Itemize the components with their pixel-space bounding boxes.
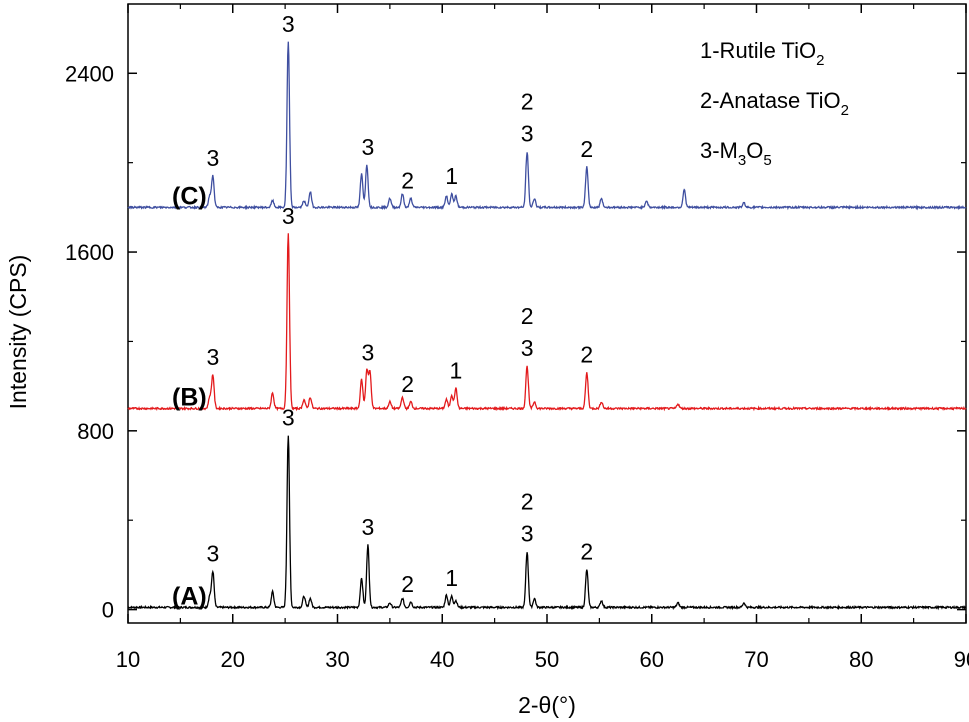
x-tick-label: 60 (640, 647, 664, 672)
peak-label: 3 (206, 344, 219, 370)
x-tick-label: 50 (535, 647, 559, 672)
peak-label: 2 (521, 88, 534, 114)
peak-label: 2 (521, 488, 534, 514)
peak-label: 2 (580, 136, 593, 162)
y-tick-label: 2400 (65, 61, 114, 86)
peak-label: 2 (580, 342, 593, 368)
x-tick-label: 10 (116, 647, 140, 672)
y-tick-label: 1600 (65, 240, 114, 265)
peak-labels-layer: (A) 3 3 3 2 1 2 3 2 (B) 3 3 3 2 1 2 3 2 (C) 3 3 3 2 1 2 3 2 (172, 11, 593, 610)
peak-label: 3 (521, 520, 534, 546)
peak-label: 2 (401, 167, 414, 193)
x-tick-label: 70 (744, 647, 768, 672)
legend-entry: 3-M3O5 (700, 138, 772, 169)
peak-label: 3 (361, 134, 374, 160)
x-axis-title: 2-θ(°) (518, 692, 576, 718)
peak-label: 2 (401, 571, 414, 597)
peak-label: 2 (521, 303, 534, 329)
series-name-label: (C) (172, 182, 207, 210)
y-tick-label: 800 (77, 419, 114, 444)
y-tick-label: 0 (102, 598, 114, 623)
peak-label: 3 (361, 514, 374, 540)
x-tick-label: 40 (430, 647, 454, 672)
peak-label: 3 (361, 339, 374, 365)
peak-label: 1 (445, 163, 458, 189)
series-name-label: (B) (172, 383, 207, 411)
x-tick-label: 30 (325, 647, 349, 672)
peak-label: 2 (401, 371, 414, 397)
peak-label: 3 (206, 145, 219, 171)
peak-label: 2 (580, 538, 593, 564)
legend: 1-Rutile TiO2 2-Anatase TiO2 3-M3O5 (700, 38, 849, 169)
legend-entry: 1-Rutile TiO2 (700, 38, 825, 69)
peak-label: 3 (282, 11, 295, 37)
legend-entry: 2-Anatase TiO2 (700, 88, 849, 119)
x-tick-label: 90 (954, 647, 969, 672)
series-line-2 (127, 41, 967, 211)
series-layer (127, 41, 967, 611)
series-line-0 (127, 435, 967, 611)
peak-label: 3 (282, 203, 295, 229)
peak-label: 1 (449, 357, 462, 383)
series-name-label: (A) (172, 582, 207, 610)
x-tick-label: 80 (849, 647, 873, 672)
peak-label: 3 (282, 404, 295, 430)
axes-layer: 10 20 30 40 50 60 70 80 90 0 800 1600 2400 (65, 4, 969, 672)
series-line-1 (127, 233, 967, 412)
y-axis-title: Intensity (CPS) (5, 255, 31, 410)
peak-label: 3 (521, 120, 534, 146)
peak-label: 1 (445, 565, 458, 591)
peak-label: 3 (521, 335, 534, 361)
x-tick-label: 20 (221, 647, 245, 672)
peak-label: 3 (206, 541, 219, 567)
